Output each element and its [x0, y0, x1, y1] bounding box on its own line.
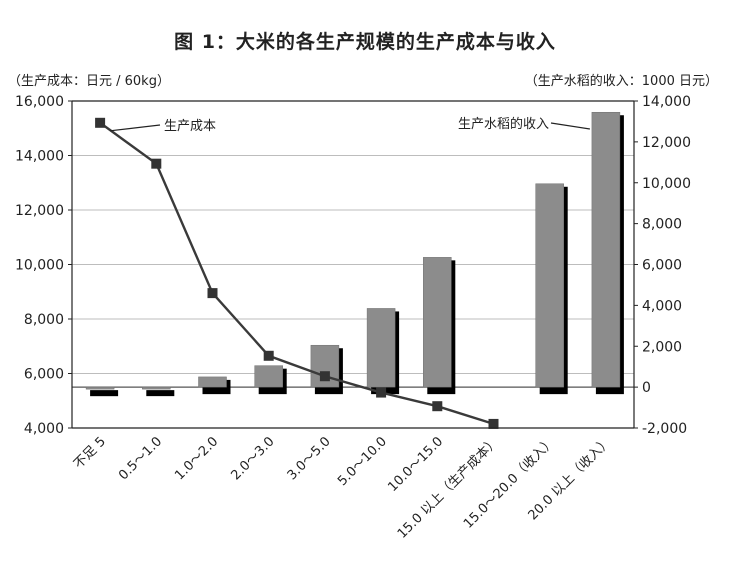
- annotations: 生产成本 生产水稻的收入: [110, 116, 590, 134]
- line-series: [95, 117, 499, 429]
- y-right-tick-label: 4,000: [642, 298, 682, 314]
- bar: [366, 308, 396, 388]
- cost-annotation-leader: [110, 124, 161, 132]
- cost-marker: [488, 418, 499, 429]
- y-right-tick-label: 6,000: [642, 258, 682, 274]
- y-left-tick-label: 8,000: [24, 312, 64, 328]
- y-left-tick-label: 6,000: [24, 367, 64, 383]
- y-right-tick-label: 2,000: [642, 339, 682, 355]
- chart-title: 图 1：大米的各生产规模的生产成本与收入: [174, 31, 556, 53]
- cost-marker: [95, 117, 106, 128]
- bar-shadow: [90, 390, 119, 397]
- x-category-label: 不足 5: [71, 434, 109, 472]
- bar: [142, 386, 171, 390]
- bar: [591, 111, 621, 388]
- bar: [198, 376, 227, 388]
- y-right-tick-label: 0: [642, 380, 651, 396]
- cost-marker: [207, 288, 218, 299]
- bar-shadow: [146, 390, 175, 397]
- y-left-tick-label: 14,000: [15, 149, 64, 165]
- bar: [423, 257, 452, 388]
- x-category-label: 1.0～2.0: [172, 434, 221, 483]
- y-left-tick-label: 4,000: [24, 421, 64, 437]
- bar: [535, 183, 564, 388]
- x-category-label: 2.0～3.0: [228, 434, 277, 483]
- cost-marker: [151, 158, 162, 169]
- cost-marker: [263, 350, 274, 361]
- x-category-label: 0.5～1.0: [116, 434, 165, 483]
- cost-line: [99, 121, 494, 426]
- y-axis-right-label: （生产水稻的收入：1000 日元）: [524, 74, 718, 89]
- x-category-label: 10.0～15.0: [385, 434, 446, 495]
- cost-marker: [319, 371, 330, 382]
- bar: [85, 386, 115, 390]
- y-left-tick-label: 16,000: [15, 94, 64, 110]
- bar: [254, 365, 283, 388]
- x-category-label: 3.0～5.0: [285, 434, 334, 483]
- x-category-label: 15.0 以上（生产成本）: [395, 434, 503, 542]
- y-right-tick-label: 10,000: [642, 176, 691, 192]
- y-right-tick-label: 8,000: [642, 217, 682, 233]
- cost-annotation: 生产成本: [164, 119, 216, 134]
- income-annotation-leader: [550, 122, 590, 130]
- cost-marker: [432, 401, 443, 412]
- tick-labels: 4,000 6,000 8,000 10,000 12,000 14,000 16,000 -…: [15, 94, 691, 542]
- axes: [68, 100, 638, 429]
- x-category-label: 15.0～20.0（收入）: [461, 434, 559, 532]
- y-left-tick-label: 10,000: [15, 258, 64, 274]
- y-right-tick-label: 12,000: [642, 135, 691, 151]
- y-left-tick-label: 12,000: [15, 203, 64, 219]
- x-category-label: 5.0～10.0: [335, 434, 390, 489]
- cost-marker: [376, 387, 387, 398]
- y-axis-left-label: （生产成本：日元 / 60kg）: [8, 74, 170, 89]
- y-right-tick-label: -2,000: [642, 421, 687, 437]
- bar-series: [85, 111, 624, 397]
- income-annotation: 生产水稻的收入: [458, 116, 549, 132]
- y-right-tick-label: 14,000: [642, 94, 691, 110]
